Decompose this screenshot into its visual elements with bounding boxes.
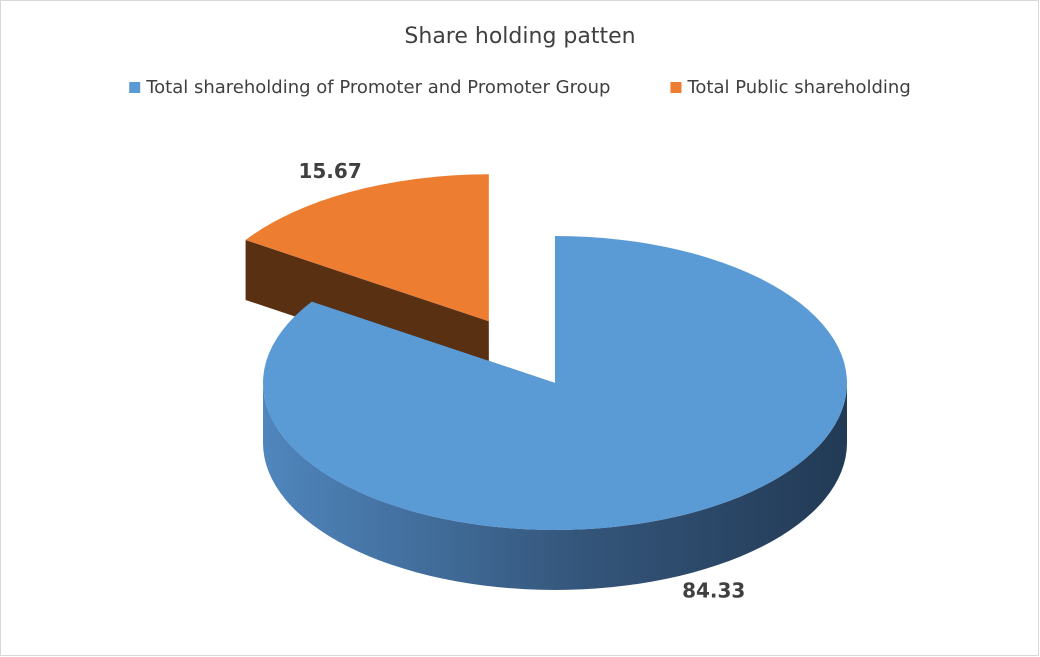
data-label: 15.67 — [298, 159, 361, 183]
legend-label: Total Public shareholding — [686, 77, 910, 98]
slice-wall — [263, 383, 847, 590]
legend-swatch — [670, 82, 682, 93]
legend: Total shareholding of Promoter and Promo… — [129, 77, 911, 98]
chart-title: Share holding patten — [404, 24, 635, 49]
legend-swatch — [129, 82, 141, 93]
data-label: 84.33 — [682, 578, 745, 602]
plot-area: 15.67 84.33 — [245, 159, 848, 602]
slice — [245, 174, 489, 322]
slice — [263, 236, 848, 530]
legend-label: Total shareholding of Promoter and Promo… — [145, 77, 610, 98]
